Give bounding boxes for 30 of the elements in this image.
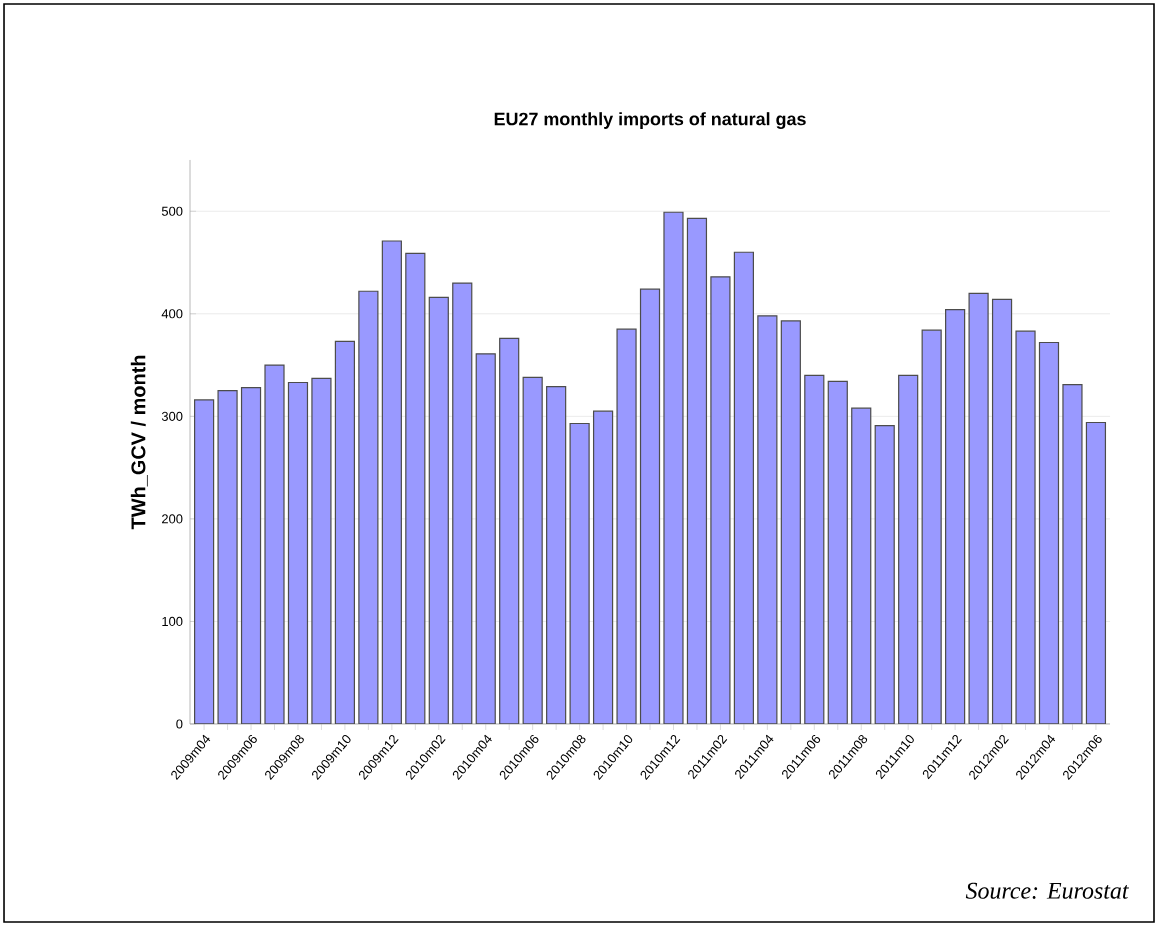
bar bbox=[851, 407, 872, 724]
bar bbox=[733, 251, 754, 724]
bar bbox=[874, 424, 895, 724]
bar bbox=[381, 240, 402, 724]
bar bbox=[1038, 341, 1060, 724]
chart-title: EU27 monthly imports of natural gas bbox=[494, 112, 806, 129]
bar bbox=[405, 252, 426, 724]
bar bbox=[428, 296, 449, 724]
bar bbox=[921, 329, 942, 724]
bar bbox=[780, 320, 801, 724]
bar bbox=[804, 374, 825, 724]
bar bbox=[945, 309, 966, 724]
bar bbox=[522, 376, 543, 724]
bar bbox=[827, 380, 848, 724]
bar bbox=[475, 353, 496, 724]
y-axis-title: TWh_GCV / month bbox=[130, 355, 148, 530]
bar bbox=[287, 381, 309, 724]
bar bbox=[499, 337, 520, 724]
bar bbox=[452, 282, 473, 724]
bar bbox=[991, 298, 1013, 724]
bar bbox=[898, 374, 919, 724]
bar bbox=[639, 288, 661, 724]
bar bbox=[194, 399, 215, 724]
bar bbox=[1085, 421, 1107, 724]
bar bbox=[592, 410, 614, 724]
bar bbox=[334, 340, 356, 724]
bar bbox=[240, 387, 262, 724]
text: Source: Eurostat bbox=[965, 882, 1129, 899]
bar bbox=[686, 217, 708, 724]
bar bbox=[546, 386, 567, 724]
